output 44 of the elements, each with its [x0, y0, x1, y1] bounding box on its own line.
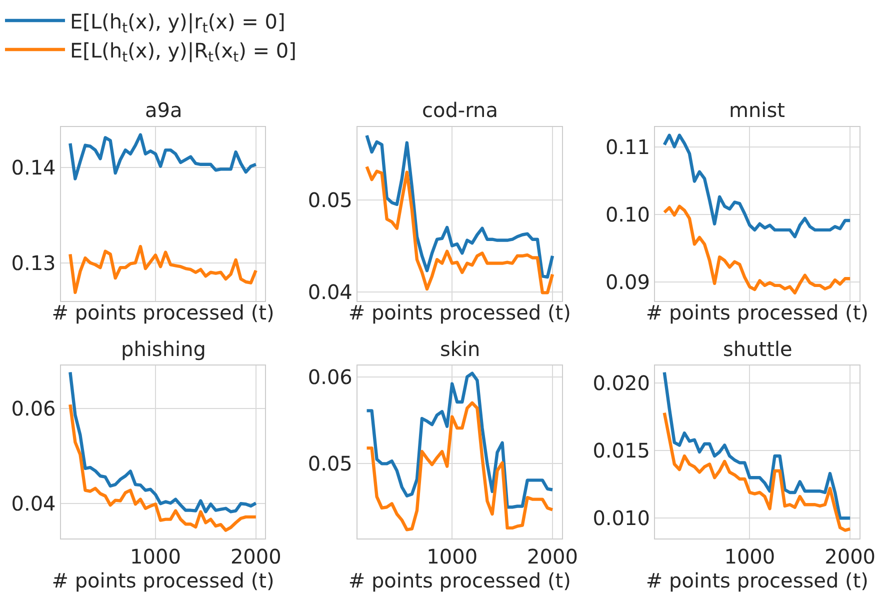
- line-series: [662, 411, 852, 532]
- line-series: [68, 402, 258, 532]
- chart-title: shuttle: [723, 337, 792, 361]
- chart-title: cod-rna: [422, 98, 498, 122]
- x-tick-label: 1000: [426, 544, 478, 568]
- y-tick-label: 0.010: [592, 506, 650, 530]
- line-series: [662, 370, 852, 520]
- y-tick-label: 0.015: [592, 438, 650, 463]
- x-tick-label: 2000: [824, 544, 876, 568]
- y-tick-label: 0.06: [11, 396, 56, 420]
- line-series: [662, 134, 852, 238]
- line-series: [68, 244, 258, 294]
- line-series: [662, 204, 852, 294]
- y-tick-label: 0.14: [11, 155, 56, 180]
- chart-title: a9a: [145, 98, 182, 122]
- x-axis-title: # points processed (t): [52, 300, 274, 325]
- x-axis-title: # points processed (t): [646, 300, 868, 325]
- x-axis-title: # points processed (t): [52, 568, 274, 592]
- y-tick-label: 0.05: [308, 452, 352, 476]
- x-axis-title: # points processed (t): [646, 568, 868, 592]
- x-tick-label: 1000: [724, 544, 776, 568]
- line-series: [365, 134, 554, 279]
- y-tick-label: 0.020: [592, 371, 650, 396]
- x-tick-label: 1000: [130, 544, 181, 568]
- x-axis-title: # points processed (t): [348, 568, 571, 592]
- line-series: [68, 133, 258, 180]
- legend-label: E[L(h$_{t}$(x), y)|r$_{t}$(x) = 0]: [70, 9, 286, 36]
- line-series: [365, 165, 554, 294]
- y-tick-label: 0.06: [308, 364, 352, 389]
- y-tick-label: 0.11: [605, 134, 650, 159]
- y-tick-label: 0.05: [308, 188, 352, 212]
- x-tick-label: 2000: [527, 544, 578, 568]
- x-tick-label: 2000: [230, 544, 282, 568]
- chart-title: phishing: [121, 337, 206, 361]
- legend-label: E[L(h$_{t}$(x), y)|R$_{t}$(x$_{t}$) = 0]: [70, 38, 296, 66]
- y-tick-label: 0.04: [11, 492, 56, 516]
- y-tick-label: 0.09: [605, 270, 650, 294]
- y-tick-label: 0.13: [11, 250, 56, 275]
- line-series: [365, 401, 554, 532]
- chart-title: mnist: [729, 98, 786, 122]
- chart-title: skin: [440, 337, 480, 361]
- y-tick-label: 0.10: [605, 202, 650, 226]
- line-series: [68, 370, 258, 514]
- line-series: [365, 372, 554, 509]
